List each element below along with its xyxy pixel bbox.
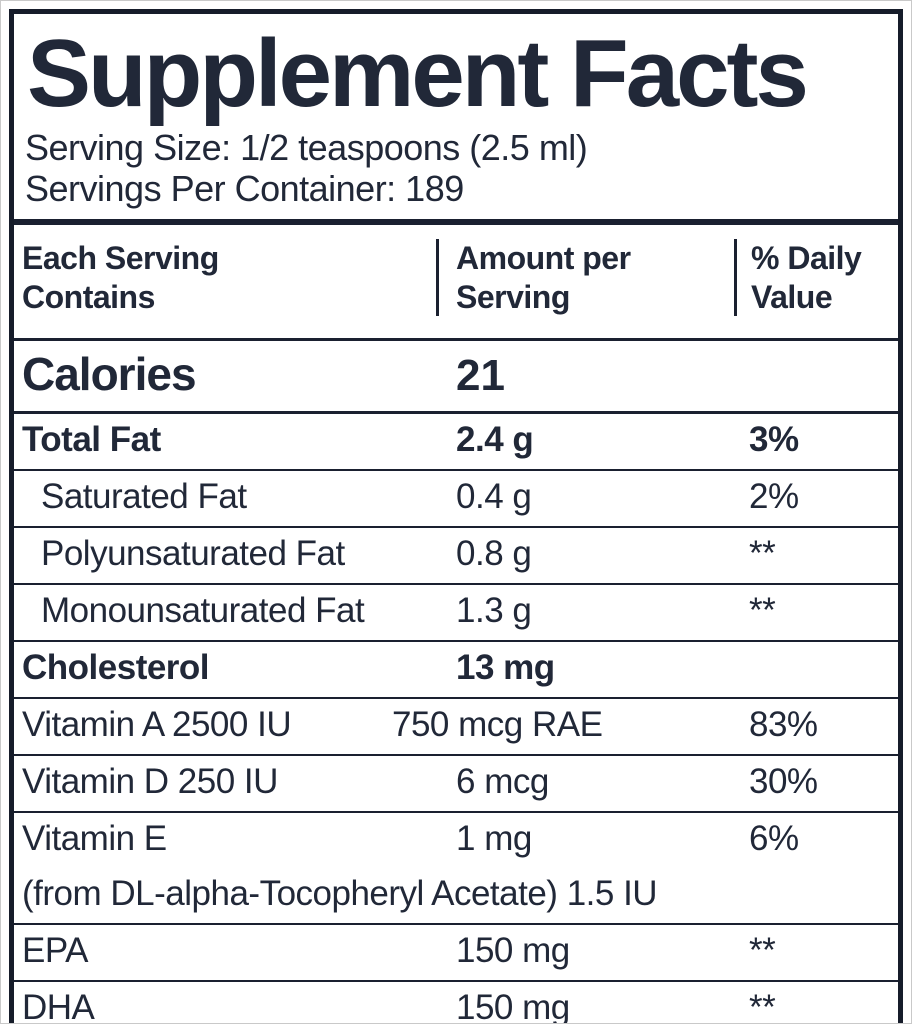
nutrient-daily-value: 30%: [749, 762, 818, 802]
nutrient-daily-value: **: [749, 591, 776, 631]
table-row-polyunsaturated-fat: Polyunsaturated Fat 0.8 g **: [14, 526, 898, 583]
header-percent-daily-value: % Daily Value: [734, 239, 898, 317]
page-title: Supplement Facts: [27, 20, 809, 127]
table-row-total-fat: Total Fat 2.4 g 3%: [14, 414, 898, 469]
nutrient-daily-value: 2%: [749, 477, 799, 517]
header-each-serving-contains: Each Serving Contains: [22, 240, 219, 315]
nutrient-name: Polyunsaturated Fat: [41, 534, 345, 574]
table-header: Each Serving Contains Amount per Serving…: [14, 225, 898, 338]
nutrient-name: DHA: [22, 988, 95, 1024]
nutrient-daily-value: 6%: [749, 819, 799, 859]
nutrient-amount: 13 mg: [456, 648, 555, 688]
divider: [14, 411, 898, 415]
table-row-dha: DHA 150 mg **: [14, 980, 898, 1024]
nutrient-amount: 150 mg: [456, 931, 570, 971]
nutrient-amount: 750 mcg RAE: [392, 705, 603, 745]
table-row-cholesterol: Cholesterol 13 mg: [14, 640, 898, 697]
table-row-saturated-fat: Saturated Fat 0.4 g 2%: [14, 469, 898, 526]
table-row-vitamin-a: Vitamin A 2500 IU 750 mcg RAE 83%: [14, 697, 898, 754]
calories-row: Calories 21: [14, 341, 898, 411]
nutrient-daily-value: 83%: [749, 705, 818, 745]
nutrient-name: EPA: [22, 931, 88, 971]
nutrient-daily-value: 3%: [749, 420, 799, 460]
nutrient-name: Vitamin D 250 IU: [22, 762, 278, 802]
serving-size-line: Serving Size: 1/2 teaspoons (2.5 ml): [25, 127, 588, 168]
table-row-vitamin-e: Vitamin E 1 mg 6%: [14, 811, 898, 868]
nutrient-amount: 1.3 g: [456, 591, 532, 631]
nutrient-name: Vitamin E: [22, 819, 167, 859]
nutrient-amount: 150 mg: [456, 988, 570, 1024]
nutrient-amount: 0.4 g: [456, 477, 532, 517]
nutrient-daily-value: **: [749, 931, 776, 971]
serving-info: Serving Size: 1/2 teaspoons (2.5 ml) Ser…: [14, 126, 898, 219]
nutrient-amount: 0.8 g: [456, 534, 532, 574]
nutrient-daily-value: **: [749, 534, 776, 574]
nutrient-name: Cholesterol: [22, 648, 210, 688]
nutrient-amount: 2.4 g: [456, 420, 534, 460]
nutrient-name: (from DL-alpha-Tocopheryl Acetate) 1.5 I…: [22, 874, 658, 914]
nutrient-daily-value: **: [749, 988, 776, 1024]
servings-per-container-line: Servings Per Container: 189: [25, 167, 464, 209]
table-row-monounsaturated-fat: Monounsaturated Fat 1.3 g **: [14, 583, 898, 640]
nutrient-amount: 1 mg: [456, 819, 532, 859]
nutrient-amount: 6 mcg: [456, 762, 549, 802]
divider-thick: [14, 219, 898, 226]
nutrient-name: Vitamin A 2500 IU: [22, 705, 292, 745]
table-row-vitamin-d: Vitamin D 250 IU 6 mcg 30%: [14, 754, 898, 811]
table-row-vitamin-e-source: (from DL-alpha-Tocopheryl Acetate) 1.5 I…: [14, 868, 898, 923]
nutrient-name: Saturated Fat: [41, 477, 247, 517]
divider: [14, 338, 898, 342]
calories-label: Calories: [22, 348, 197, 401]
header-amount-per-serving: Amount per Serving: [436, 239, 734, 317]
nutrient-name: Monounsaturated Fat: [41, 591, 365, 631]
nutrient-name: Total Fat: [22, 420, 161, 460]
table-row-epa: EPA 150 mg **: [14, 923, 898, 980]
facts-panel: Supplement Facts Serving Size: 1/2 teasp…: [9, 9, 903, 1024]
calories-amount: 21: [456, 351, 505, 401]
